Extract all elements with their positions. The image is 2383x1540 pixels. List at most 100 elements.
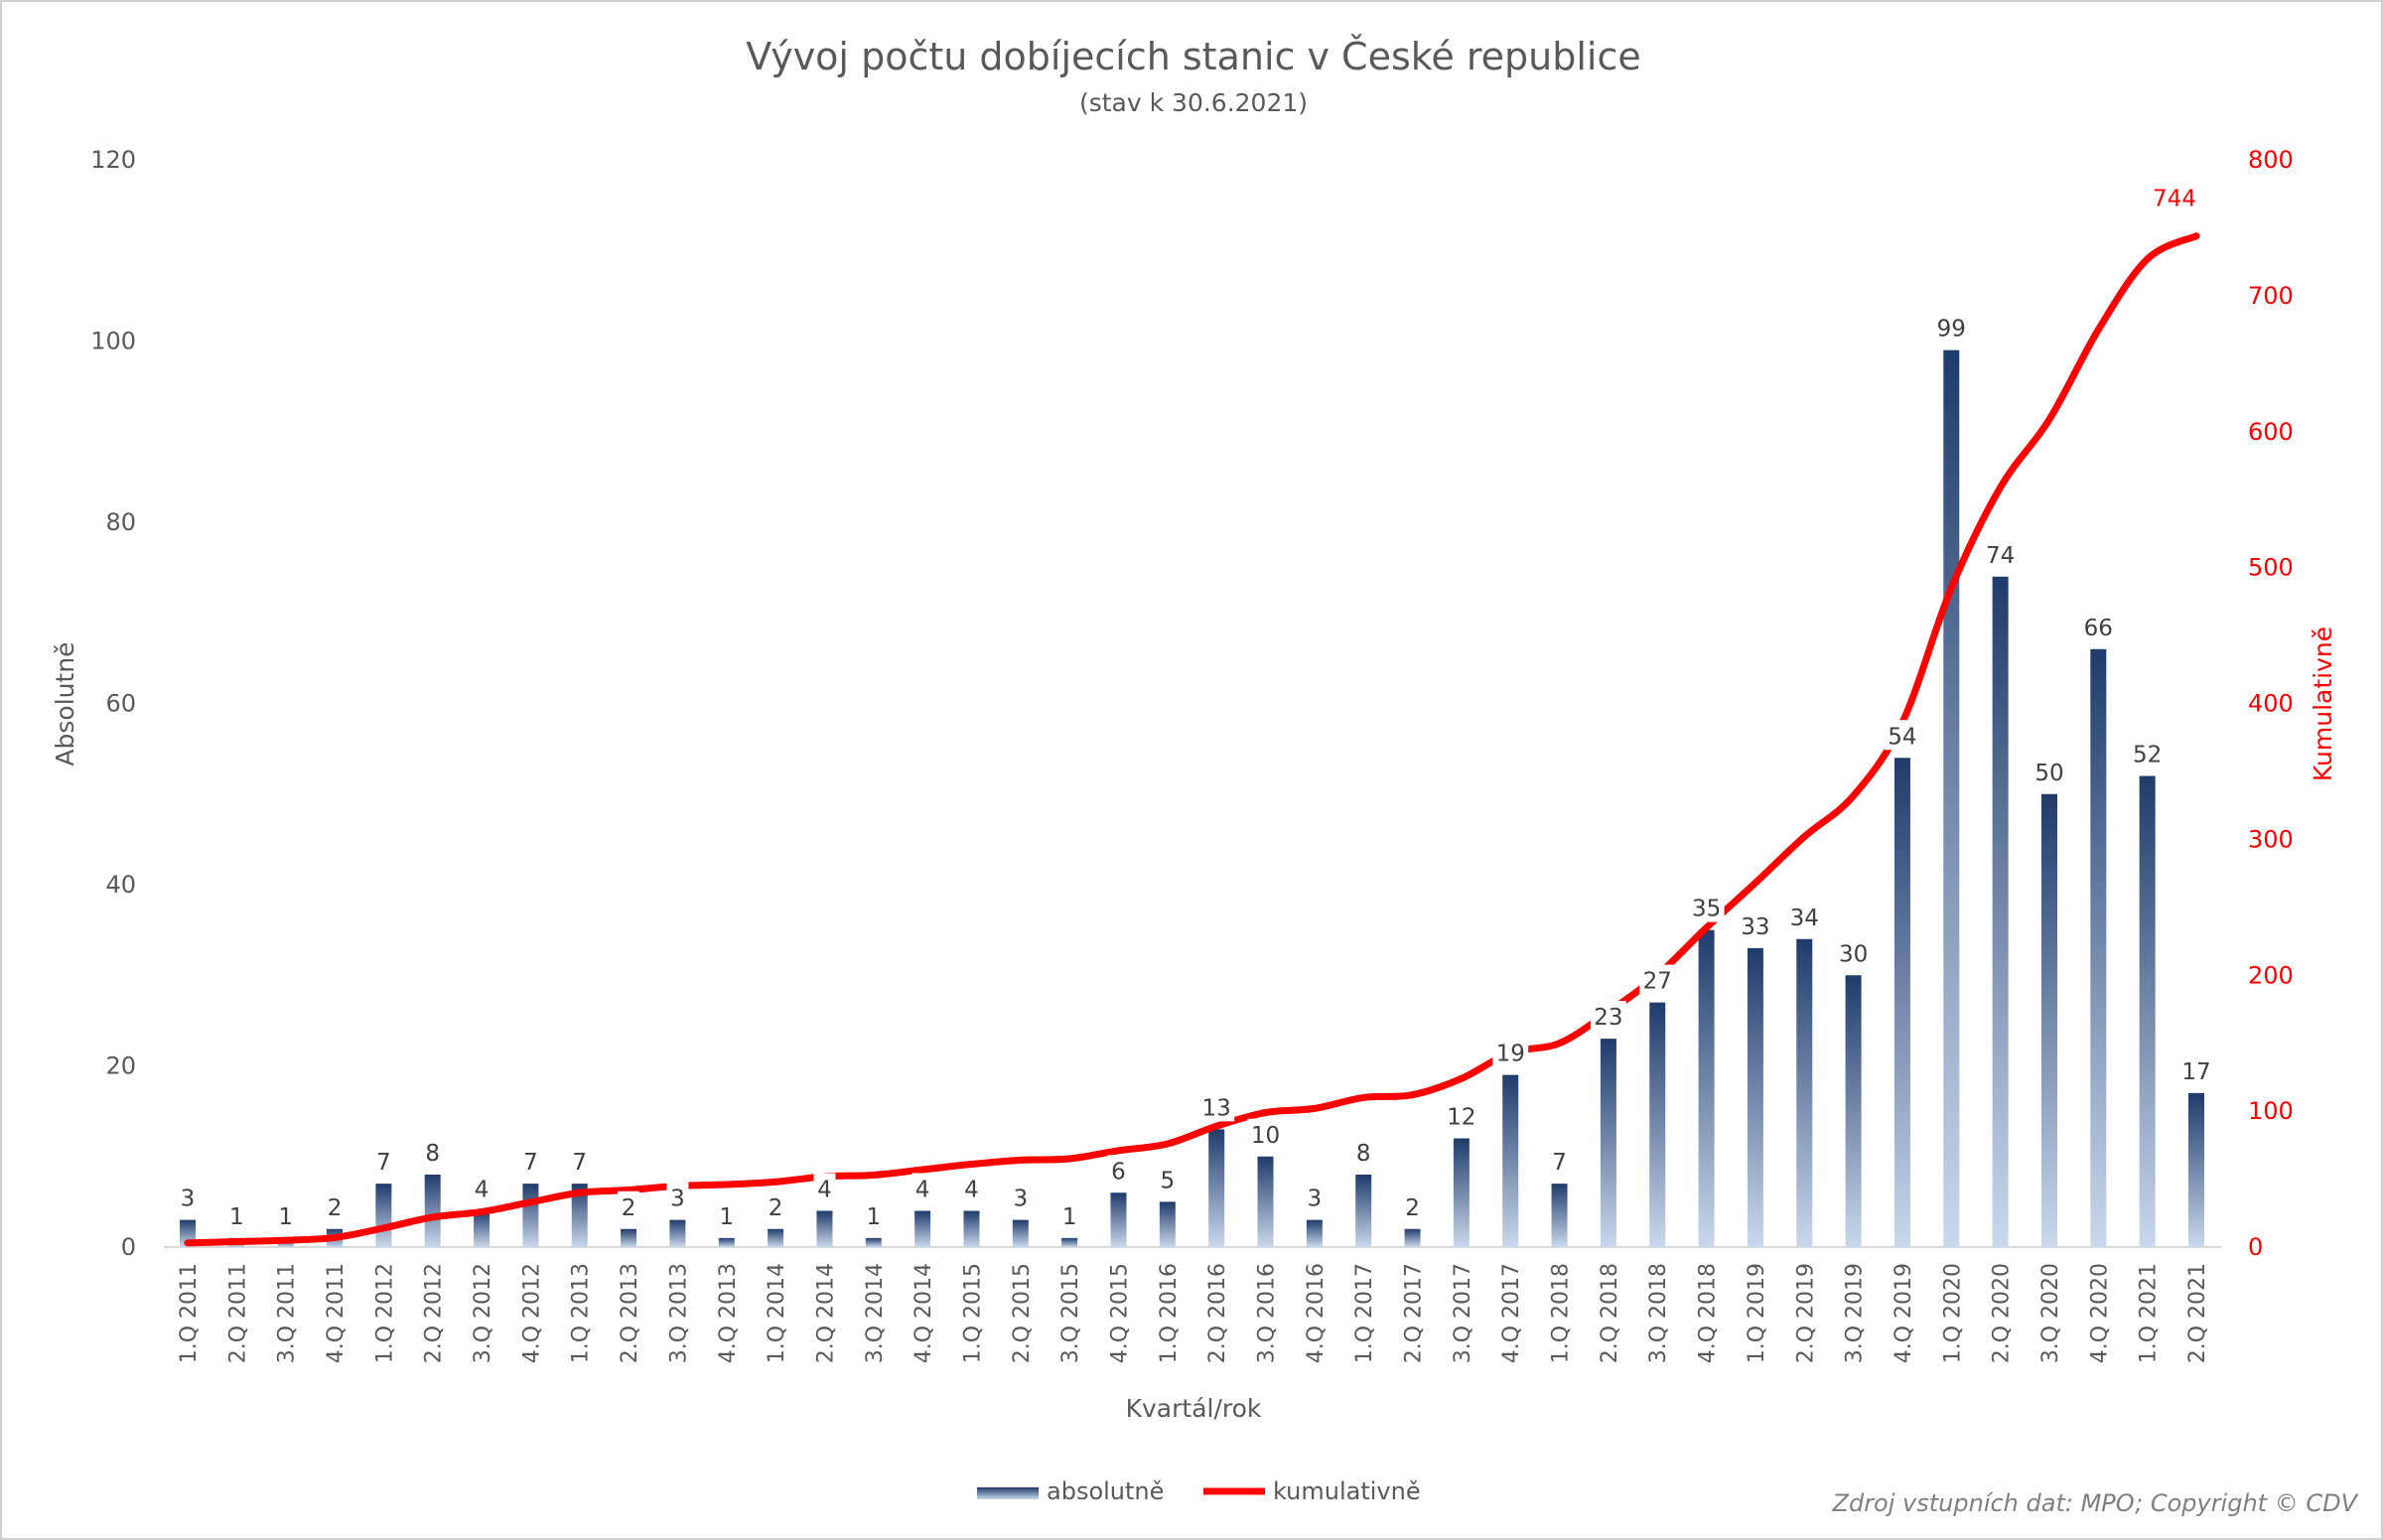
legend-label-cumulative: kumulativně — [1273, 1477, 1421, 1505]
data-label-bg — [1107, 1155, 1130, 1186]
x-tick-label: 1.Q 2011 — [177, 1263, 202, 1363]
data-label-bg — [911, 1173, 934, 1203]
data-label-bg — [1401, 1190, 1424, 1221]
data-label-bg — [372, 1146, 395, 1177]
data-label-bg — [2178, 1054, 2214, 1085]
bar — [1453, 1138, 1470, 1247]
bar-data-label: 4 — [475, 1178, 490, 1203]
bar-data-label: 1 — [278, 1204, 293, 1230]
bar — [1698, 929, 1715, 1247]
x-tick-label: 4.Q 2016 — [1304, 1263, 1329, 1363]
data-label-bg — [1639, 964, 1676, 995]
data-label-bg — [1884, 720, 1920, 751]
bar — [2139, 775, 2156, 1247]
bar — [2188, 1092, 2204, 1247]
y2-tick-label: 100 — [2248, 1097, 2294, 1125]
bar — [1551, 1184, 1568, 1247]
x-tick-label: 2.Q 2015 — [1010, 1263, 1035, 1363]
data-label-bg — [2031, 756, 2067, 786]
data-label-bg — [2129, 738, 2166, 769]
x-tick-label: 1.Q 2020 — [1940, 1263, 1965, 1363]
bar-data-label: 8 — [425, 1141, 440, 1167]
y-tick-label: 120 — [90, 146, 136, 174]
y-tick-label: 100 — [90, 328, 136, 355]
x-tick-label: 4.Q 2020 — [2087, 1263, 2112, 1363]
data-label-bg — [1247, 1118, 1284, 1149]
bar-data-label: 2 — [328, 1195, 343, 1221]
bar-data-label: 17 — [2181, 1059, 2210, 1085]
bar-data-label: 52 — [2133, 743, 2162, 769]
bar-data-label: 66 — [2084, 616, 2113, 641]
data-label-bg — [1933, 312, 1970, 343]
x-axis-title: Kvartál/rok — [1126, 1394, 1262, 1423]
bar-data-label: 13 — [1202, 1095, 1231, 1121]
y2-tick-label: 800 — [2248, 146, 2294, 174]
bar — [1208, 1129, 1225, 1247]
bar — [474, 1210, 491, 1247]
x-tick-label: 2.Q 2014 — [813, 1263, 838, 1363]
x-tick-label: 4.Q 2018 — [1696, 1263, 1721, 1363]
x-tick-label: 2.Q 2018 — [1598, 1263, 1622, 1363]
data-label-bg — [2080, 611, 2117, 641]
bar-data-label: 2 — [622, 1195, 636, 1221]
x-tick-label: 4.Q 2019 — [1892, 1263, 1916, 1363]
y2-tick-label: 300 — [2248, 825, 2294, 853]
bar-data-label: 74 — [1986, 543, 2015, 569]
x-tick-label: 1.Q 2021 — [2137, 1263, 2162, 1363]
bar — [1796, 938, 1813, 1247]
x-tick-label: 1.Q 2013 — [569, 1263, 594, 1363]
bar-data-label: 1 — [866, 1204, 881, 1230]
bar — [718, 1237, 735, 1247]
data-label-bg — [1443, 1100, 1479, 1131]
bar-data-label: 1 — [1062, 1204, 1077, 1230]
y-tick-label: 80 — [105, 508, 136, 536]
bar-data-label: 7 — [376, 1150, 391, 1176]
x-tick-label: 2.Q 2011 — [225, 1263, 250, 1363]
x-tick-label: 2.Q 2017 — [1402, 1263, 1427, 1363]
bar-data-label: 4 — [915, 1178, 930, 1203]
data-label-bg — [1786, 901, 1823, 931]
data-label-bg — [1156, 1164, 1179, 1194]
bar-data-label: 1 — [229, 1204, 244, 1230]
data-label-bg — [421, 1137, 444, 1167]
bar-data-label: 30 — [1839, 941, 1868, 967]
x-tick-label: 3.Q 2013 — [666, 1263, 691, 1363]
data-label-bg — [1303, 1182, 1326, 1212]
data-label-bg — [618, 1190, 640, 1221]
x-tick-label: 3.Q 2020 — [2038, 1263, 2063, 1363]
x-tick-label: 2.Q 2012 — [422, 1263, 447, 1363]
x-tick-label: 1.Q 2014 — [765, 1263, 789, 1363]
x-tick-label: 1.Q 2017 — [1352, 1263, 1377, 1363]
bar-data-label: 3 — [181, 1187, 196, 1212]
x-tick-label: 2.Q 2020 — [1990, 1263, 2015, 1363]
x-tick-label: 3.Q 2014 — [863, 1263, 888, 1363]
bar — [621, 1228, 637, 1247]
bar-data-label: 6 — [1111, 1159, 1126, 1185]
bar — [375, 1184, 392, 1247]
x-tick-label: 3.Q 2019 — [1843, 1263, 1868, 1363]
data-label-bg — [225, 1199, 248, 1230]
x-tick-label: 3.Q 2018 — [1646, 1263, 1671, 1363]
bar-data-label: 19 — [1496, 1042, 1525, 1067]
bar — [1355, 1175, 1372, 1247]
bar-data-label: 35 — [1692, 897, 1721, 922]
bar — [1110, 1192, 1127, 1247]
data-label-bg — [1009, 1182, 1032, 1212]
bar — [1893, 758, 1910, 1247]
data-label-bg — [1590, 1001, 1626, 1032]
x-tick-label: 4.Q 2017 — [1499, 1263, 1524, 1363]
x-tick-label: 2.Q 2013 — [618, 1263, 642, 1363]
x-tick-label: 4.Q 2015 — [1107, 1263, 1132, 1363]
data-label-bg — [765, 1190, 787, 1221]
x-tick-label: 1.Q 2019 — [1745, 1263, 1769, 1363]
y2-axis-title: Kumulativně — [2309, 627, 2337, 781]
bar — [768, 1228, 784, 1247]
x-tick-label: 4.Q 2011 — [324, 1263, 349, 1363]
bar-data-label: 1 — [719, 1204, 734, 1230]
x-tick-label: 3.Q 2015 — [1058, 1263, 1083, 1363]
y2-tick-label: 400 — [2248, 690, 2294, 718]
bar — [816, 1210, 833, 1247]
y2-tick-label: 200 — [2248, 961, 2294, 989]
